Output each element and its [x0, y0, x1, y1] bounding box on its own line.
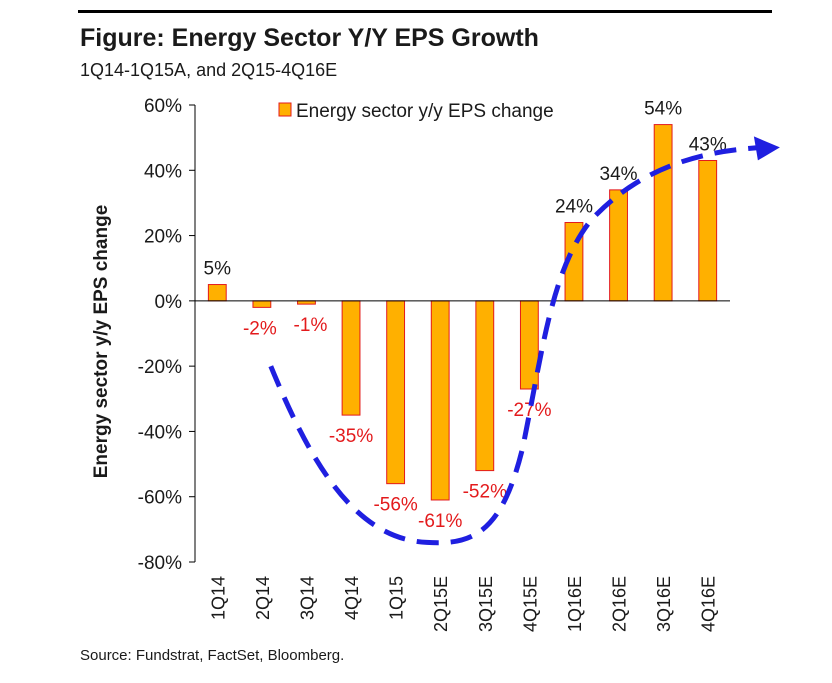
x-tick-label: 4Q14 — [342, 576, 362, 620]
x-tick-label: 1Q15 — [387, 576, 407, 620]
trend-dashed-curve — [268, 144, 766, 546]
x-tick-label: 2Q16E — [610, 576, 630, 632]
data-label-2Q16E: 34% — [600, 164, 638, 185]
y-ticks-group: -80% -60% -40% -20% 0% 20% 40% 60% — [138, 96, 195, 574]
x-tick-label: 3Q15E — [476, 576, 496, 632]
axes-group — [194, 105, 730, 562]
data-label-3Q16E: 54% — [644, 99, 682, 120]
data-label-3Q15E: -52% — [463, 482, 507, 503]
y-tick-label: 40% — [144, 161, 182, 182]
y-tick-label: -80% — [138, 553, 182, 574]
data-label-2Q15E: -61% — [418, 511, 462, 532]
legend-swatch — [278, 102, 292, 117]
data-label-2Q14: -2% — [243, 318, 277, 339]
y-tick-label: 20% — [144, 227, 182, 248]
bars-group — [207, 124, 718, 501]
x-tick-label: 4Q16E — [699, 576, 719, 632]
x-tick-label: 2Q15E — [431, 576, 451, 632]
bar-4Q14 — [341, 300, 361, 416]
x-tick-label: 4Q15E — [520, 576, 540, 632]
data-label-1Q15: -56% — [373, 495, 417, 516]
bar-2Q14 — [252, 300, 272, 308]
top-rule — [78, 10, 772, 13]
data-label-1Q14: 5% — [204, 259, 232, 280]
data-label-4Q15E: -27% — [507, 400, 551, 421]
x-tick-label: 1Q14 — [208, 576, 228, 620]
data-label-4Q14: -35% — [329, 426, 373, 447]
bar-2Q16E — [609, 189, 628, 302]
y-tick-label: -60% — [138, 488, 182, 509]
data-label-1Q16E: 24% — [555, 197, 593, 218]
legend-label: Energy sector y/y EPS change — [296, 101, 554, 122]
source-note: Source: Fundstrat, FactSet, Bloomberg. — [80, 647, 345, 664]
trend-arrow-group — [268, 136, 780, 546]
y-tick-label: -20% — [138, 357, 182, 378]
data-label-3Q14: -1% — [294, 315, 328, 336]
trend-arrowhead — [753, 136, 780, 161]
chart-title: Figure: Energy Sector Y/Y EPS Growth — [80, 24, 539, 52]
data-labels-group: 5%-2% -1%-35%-56%-61%-52%-27%24%34%54%43% — [204, 99, 727, 532]
x-tick-label: 3Q16E — [654, 576, 674, 632]
bar-4Q15E — [519, 300, 539, 390]
y-tick-label: -40% — [138, 422, 182, 443]
bar-3Q16E — [653, 124, 673, 302]
bar-3Q15E — [475, 300, 495, 472]
x-tick-label: 1Q16E — [565, 576, 585, 632]
x-tick-labels-group: 1Q14 2Q14 3Q14 4Q14 1Q15 2Q15E 3Q15E 4Q15E 1Q16E… — [208, 576, 718, 632]
bar-1Q15 — [386, 300, 406, 485]
y-tick-label: 60% — [144, 96, 182, 117]
legend: Energy sector y/y EPS change — [278, 101, 554, 122]
x-tick-label: 3Q14 — [297, 576, 317, 620]
bar-4Q16E — [698, 159, 718, 302]
x-tick-label: 2Q14 — [253, 576, 273, 620]
chart-subtitle: 1Q14-1Q15A, and 2Q15-4Q16E — [80, 60, 338, 80]
y-axis-label: Energy sector y/y EPS change — [91, 205, 112, 479]
y-tick-label: 0% — [155, 292, 183, 313]
bar-1Q14 — [207, 284, 227, 302]
bar-2Q15E — [430, 300, 450, 501]
